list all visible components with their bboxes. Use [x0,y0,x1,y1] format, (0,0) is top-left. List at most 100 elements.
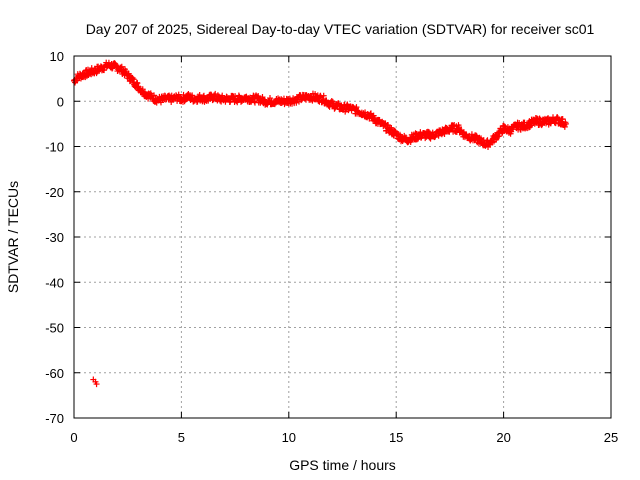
data-point [105,62,112,69]
data-point [371,116,378,123]
data-point [552,116,559,123]
data-point [384,125,391,132]
y-tick-label: 0 [57,94,64,109]
x-axis-title: GPS time / hours [289,457,396,473]
y-tick-label: -40 [45,275,64,290]
data-point [487,138,494,145]
data-point [144,91,151,98]
data-point [156,96,163,103]
data-point [242,94,249,101]
data-point [320,95,327,102]
data-point [449,125,456,132]
data-point [455,125,462,132]
x-tick-label: 5 [178,430,185,445]
data-point [197,94,204,101]
data-point [184,93,191,100]
data-point [345,105,352,112]
x-tick-label: 0 [70,430,77,445]
data-point [113,64,120,71]
data-point [139,88,146,95]
data-point [118,66,125,73]
data-point [191,95,198,102]
data-point [352,107,359,114]
grid-lines [74,56,611,418]
data-point [126,74,133,81]
data-point [507,127,514,134]
y-tick-label: 10 [50,49,64,64]
data-point [122,70,129,77]
data-point [410,134,417,141]
x-tick-label: 15 [389,430,403,445]
data-point [217,95,224,102]
data-point [178,95,185,102]
data-point [307,93,314,100]
data-point [229,95,236,102]
data-point [353,104,360,111]
data-point [236,95,243,102]
data-point [223,95,230,102]
y-tick-label: -10 [45,140,64,155]
data-point [339,105,346,112]
data-point [526,120,533,127]
data-point [475,140,482,147]
data-point [92,67,99,74]
data-point [513,123,520,130]
data-point [423,132,430,139]
data-point [152,95,159,102]
data-point [391,129,398,136]
y-tick-label: -50 [45,321,64,336]
data-point [358,109,365,116]
data-point [412,130,419,137]
data-point [196,91,203,98]
y-tick-label: -30 [45,230,64,245]
data-point [326,100,333,107]
data-point [558,118,565,125]
data-point [267,95,274,102]
data-point [500,125,507,132]
data-point [268,98,275,105]
y-tick-label: -70 [45,411,64,426]
x-tick-label: 25 [604,430,618,445]
x-tick-label: 20 [496,430,510,445]
data-point [479,138,486,145]
data-point [397,134,404,141]
data-point [483,141,490,148]
data-point [148,93,155,100]
data-point [313,94,320,101]
chart-title: Day 207 of 2025, Sidereal Day-to-day VTE… [86,21,595,37]
data-point [378,120,385,127]
data-point [492,134,499,141]
x-tick-label: 10 [282,430,296,445]
data-point [545,118,552,125]
data-point [474,136,481,143]
data-point [249,95,256,102]
data-point [468,134,475,141]
data-point [88,68,95,75]
data-point [151,92,158,99]
data-point [333,102,340,109]
axis-ticks: 0 5 10 15 20 25 10 0 -10 -20 -30 -40 -50 -60 -70 [45,49,618,445]
data-point [135,83,142,90]
data-point [562,120,569,127]
data-points [71,59,569,388]
data-point [134,80,141,87]
data-point [109,62,116,69]
data-point [275,98,282,105]
data-point [131,79,138,86]
data-point [174,94,181,101]
data-point [532,118,539,125]
data-point [300,94,307,101]
y-tick-label: -60 [45,366,64,381]
data-point [496,129,503,136]
data-point [461,132,468,139]
data-point [81,71,88,78]
y-axis-title: SDTVAR / TECUs [5,181,21,293]
data-point [96,65,103,72]
data-point [365,111,372,118]
data-point [210,93,217,100]
data-point [204,95,211,102]
data-point [101,63,108,70]
data-point [75,73,82,80]
